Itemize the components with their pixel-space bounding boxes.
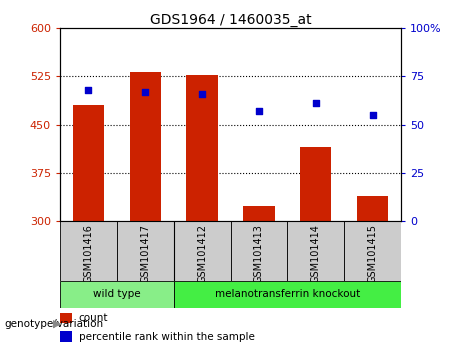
Text: GSM101413: GSM101413 (254, 224, 264, 282)
Bar (117, 221, 174, 281)
Text: GSM101416: GSM101416 (83, 224, 94, 282)
Text: GSM101417: GSM101417 (140, 224, 150, 283)
Point (198, 91, 206, 97)
Point (312, 101, 319, 106)
Bar (60, 313, 72, 324)
Bar (287, 221, 344, 281)
Bar (130, 72, 161, 221)
Text: GSM101414: GSM101414 (311, 224, 321, 282)
Bar (300, 147, 331, 221)
Text: genotype/variation: genotype/variation (5, 319, 104, 329)
Text: GSM101415: GSM101415 (367, 224, 378, 283)
Point (369, 112, 376, 118)
Text: wild type: wild type (93, 289, 141, 299)
Bar (344, 221, 401, 281)
Point (142, 89, 149, 95)
Bar (60, 331, 72, 342)
Point (255, 108, 263, 114)
Bar (73, 105, 104, 221)
Bar (174, 281, 401, 308)
Text: GSM101412: GSM101412 (197, 224, 207, 283)
Bar (243, 206, 275, 221)
Text: percentile rank within the sample: percentile rank within the sample (79, 332, 254, 342)
Bar (60, 221, 117, 281)
Bar (357, 196, 388, 221)
Bar (174, 221, 230, 281)
Bar (60, 281, 174, 308)
Text: ▶: ▶ (53, 319, 61, 329)
Point (85, 87, 92, 93)
Bar (230, 221, 287, 281)
Title: GDS1964 / 1460035_at: GDS1964 / 1460035_at (150, 13, 311, 27)
Text: melanotransferrin knockout: melanotransferrin knockout (215, 289, 360, 299)
Text: count: count (79, 313, 108, 323)
Bar (186, 75, 218, 221)
